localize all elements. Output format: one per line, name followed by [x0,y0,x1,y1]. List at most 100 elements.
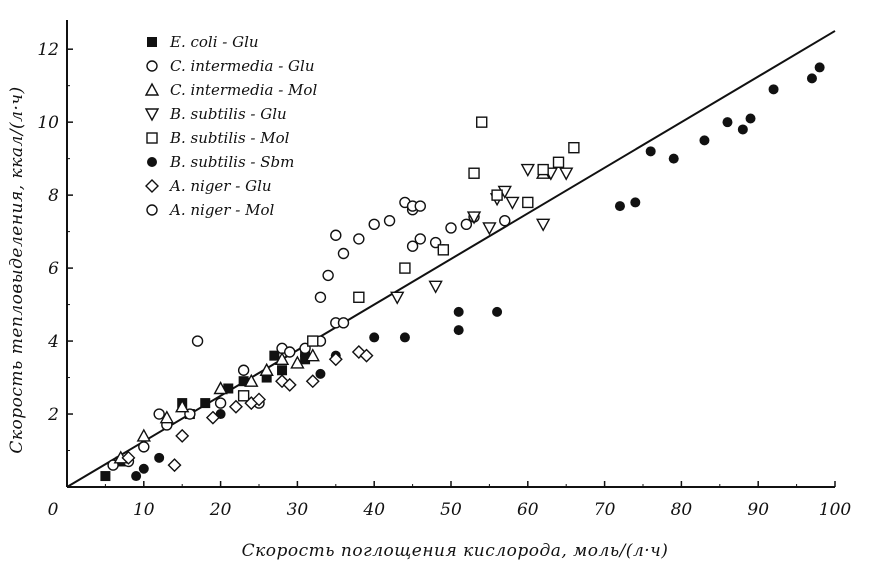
data-point [205,410,220,425]
legend-marker [146,204,158,216]
data-point [499,214,511,227]
data-point [399,332,410,343]
data-point [237,390,250,402]
x-axis-title: Скорость поглощения кислорода, моль/(л·ч… [242,541,669,561]
data-point [305,348,320,362]
data-point [153,408,165,420]
data-point [314,291,327,303]
fit-line [66,30,836,488]
x-tick-label: 70 [594,500,616,520]
series-6 [121,345,374,473]
legend-label: A. niger - Glu [168,177,272,195]
data-point [269,350,280,361]
legend-label: B. subtilis - Sbm [169,153,294,171]
data-point [768,84,779,95]
fit-line-group [66,30,836,488]
data-point [630,197,641,208]
x-tick-label: 10 [133,500,155,520]
x-tick-label: 50 [440,500,462,520]
legend-marker [144,108,160,122]
x-tick-label: 30 [287,500,309,520]
x-tick-label: 20 [209,500,232,520]
data-point [136,428,151,442]
data-point [238,376,249,387]
data-point [300,354,311,365]
data-point [460,218,473,231]
data-point [282,377,297,392]
series-1 [107,211,511,471]
data-point [223,383,234,394]
data-point [307,335,319,347]
legend-label: B. subtilis - Mol [169,129,290,147]
x-tick-label: 100 [819,500,852,520]
legend-item: B. subtilis - Sbm [147,153,294,171]
data-point [552,156,565,168]
data-point [505,196,520,210]
data-point [437,244,450,256]
data-point [237,364,250,376]
data-point [406,240,419,252]
data-point [154,452,165,463]
data-point [167,458,182,473]
data-point [614,201,625,212]
data-point [337,247,350,260]
y-axis-title: Скорость тепловыделения, ккал/(л·ч) [7,86,27,453]
data-point [466,211,482,225]
data-point [414,200,426,212]
data-point [290,355,305,369]
series-5 [131,62,825,482]
legend-item: B. subtilis - Glu [144,105,287,123]
data-point [390,291,405,305]
data-point [353,291,365,303]
series-3 [390,163,574,305]
legend: E. coli - Glu C. intermedia - Glu C. inter… [144,33,317,219]
data-point [492,306,503,317]
x-tick-label: 60 [517,500,539,520]
data-point [259,362,274,376]
legend-marker [146,132,158,144]
data-point [353,233,365,245]
data-point [520,163,535,178]
data-point [568,141,580,154]
data-point [453,306,464,317]
y-tick-label: 8 [48,186,59,206]
data-point [368,218,380,231]
y-tick-label: 2 [47,405,59,425]
data-point [491,189,503,201]
legend-marker [146,60,158,72]
data-point [200,398,211,409]
data-point [337,317,350,329]
data-point [468,167,480,179]
legend-item: A. niger - Glu [145,177,272,195]
legend-marker [144,82,160,96]
data-point [159,410,175,424]
data-point [274,351,290,366]
data-point [305,374,320,389]
legend-item: B. subtilis - Mol [146,129,290,147]
x-tick-label: 40 [362,500,385,520]
data-point [559,167,574,181]
data-point [428,280,443,294]
data-point [322,269,334,282]
legend-marker [147,157,157,167]
tick-labels: 0 10 20 30 40 50 60 70 80 90 100 2 4 6 8 10 12 [37,40,851,520]
data-point [814,62,825,73]
data-point [745,113,756,124]
x-tick-label: 0 [48,500,59,520]
data-point [476,116,488,128]
data-point [121,450,136,465]
legend-label: C. intermedia - Glu [170,57,315,75]
data-point [244,373,259,387]
data-point [284,346,296,358]
data-point [482,222,497,236]
data-point [383,214,396,227]
legend-item: C. intermedia - Glu [146,57,315,75]
data-point [138,463,149,474]
data-point [522,196,534,209]
data-point [537,163,549,176]
data-point [414,233,426,245]
data-point [315,368,326,379]
y-tick-label: 10 [37,113,59,133]
